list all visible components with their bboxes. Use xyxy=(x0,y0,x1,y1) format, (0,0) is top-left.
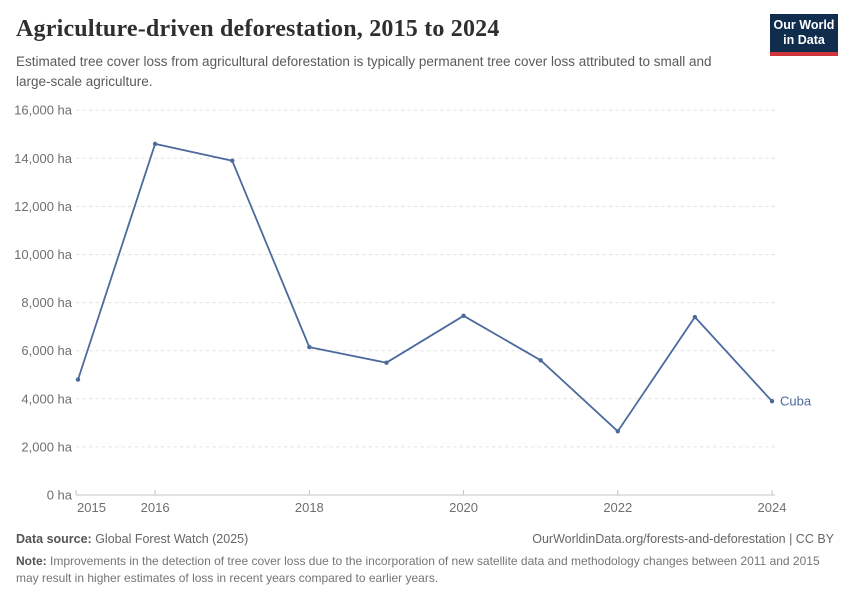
series-end-label: Cuba xyxy=(780,394,812,409)
y-axis-tick-label: 6,000 ha xyxy=(21,343,72,358)
y-axis-tick-label: 10,000 ha xyxy=(14,247,73,262)
data-line-cuba xyxy=(77,143,773,433)
x-axis-tick-label: 2020 xyxy=(449,500,478,515)
chart-subtitle: Estimated tree cover loss from agricultu… xyxy=(16,54,712,89)
data-point-2023 xyxy=(692,314,698,320)
data-point-2019 xyxy=(384,360,389,365)
y-axis-tick-label: 14,000 ha xyxy=(14,151,73,166)
logo-line2: in Data xyxy=(783,33,825,47)
y-axis-tick-label: 8,000 ha xyxy=(21,295,72,310)
note-value: Improvements in the detection of tree co… xyxy=(16,554,820,585)
data-source-value: Global Forest Watch (2025) xyxy=(91,532,249,546)
y-axis-tick-label: 16,000 ha xyxy=(14,103,73,118)
logo-line1: Our World xyxy=(773,18,835,32)
data-source-label: Data source: xyxy=(16,532,92,546)
data-source: Data source: Global Forest Watch (2025) xyxy=(16,532,248,546)
owid-logo[interactable]: Our World in Data xyxy=(770,14,838,56)
source-row: Data source: Global Forest Watch (2025) … xyxy=(16,532,834,546)
y-axis-tick-label: 4,000 ha xyxy=(21,391,72,406)
x-axis-tick-label: 2024 xyxy=(758,500,787,515)
x-axis-tick-label: 2018 xyxy=(295,500,324,515)
page-title: Agriculture-driven deforestation, 2015 t… xyxy=(16,16,500,42)
data-point-2015 xyxy=(75,377,81,382)
note-label: Note: xyxy=(16,554,47,568)
line-chart: 0 ha 2,000 ha 4,000 ha 6,000 ha 8,000 ha 10,0… xyxy=(14,103,812,515)
attribution-link[interactable]: OurWorldinData.org/forests-and-deforesta… xyxy=(532,532,834,546)
y-axis-tick-label: 2,000 ha xyxy=(21,439,72,454)
data-point-2021 xyxy=(538,358,543,363)
footnote: Note: Improvements in the detection of t… xyxy=(16,553,834,586)
data-point-2018 xyxy=(307,344,312,350)
data-point-2017 xyxy=(230,158,235,163)
x-axis-tick-label: 2016 xyxy=(141,500,170,515)
x-axis-tick-label: 2022 xyxy=(603,500,632,515)
data-point-2024 xyxy=(769,399,775,404)
y-axis-tick-label: 0 ha xyxy=(47,488,73,503)
data-point-2022 xyxy=(615,429,620,434)
y-axis-tick-label: 12,000 ha xyxy=(14,199,73,214)
chart-footer: Data source: Global Forest Watch (2025) … xyxy=(16,532,834,586)
data-point-2020 xyxy=(461,313,466,319)
x-axis-tick-label: 2015 xyxy=(77,500,106,515)
data-point-2016 xyxy=(152,141,158,147)
